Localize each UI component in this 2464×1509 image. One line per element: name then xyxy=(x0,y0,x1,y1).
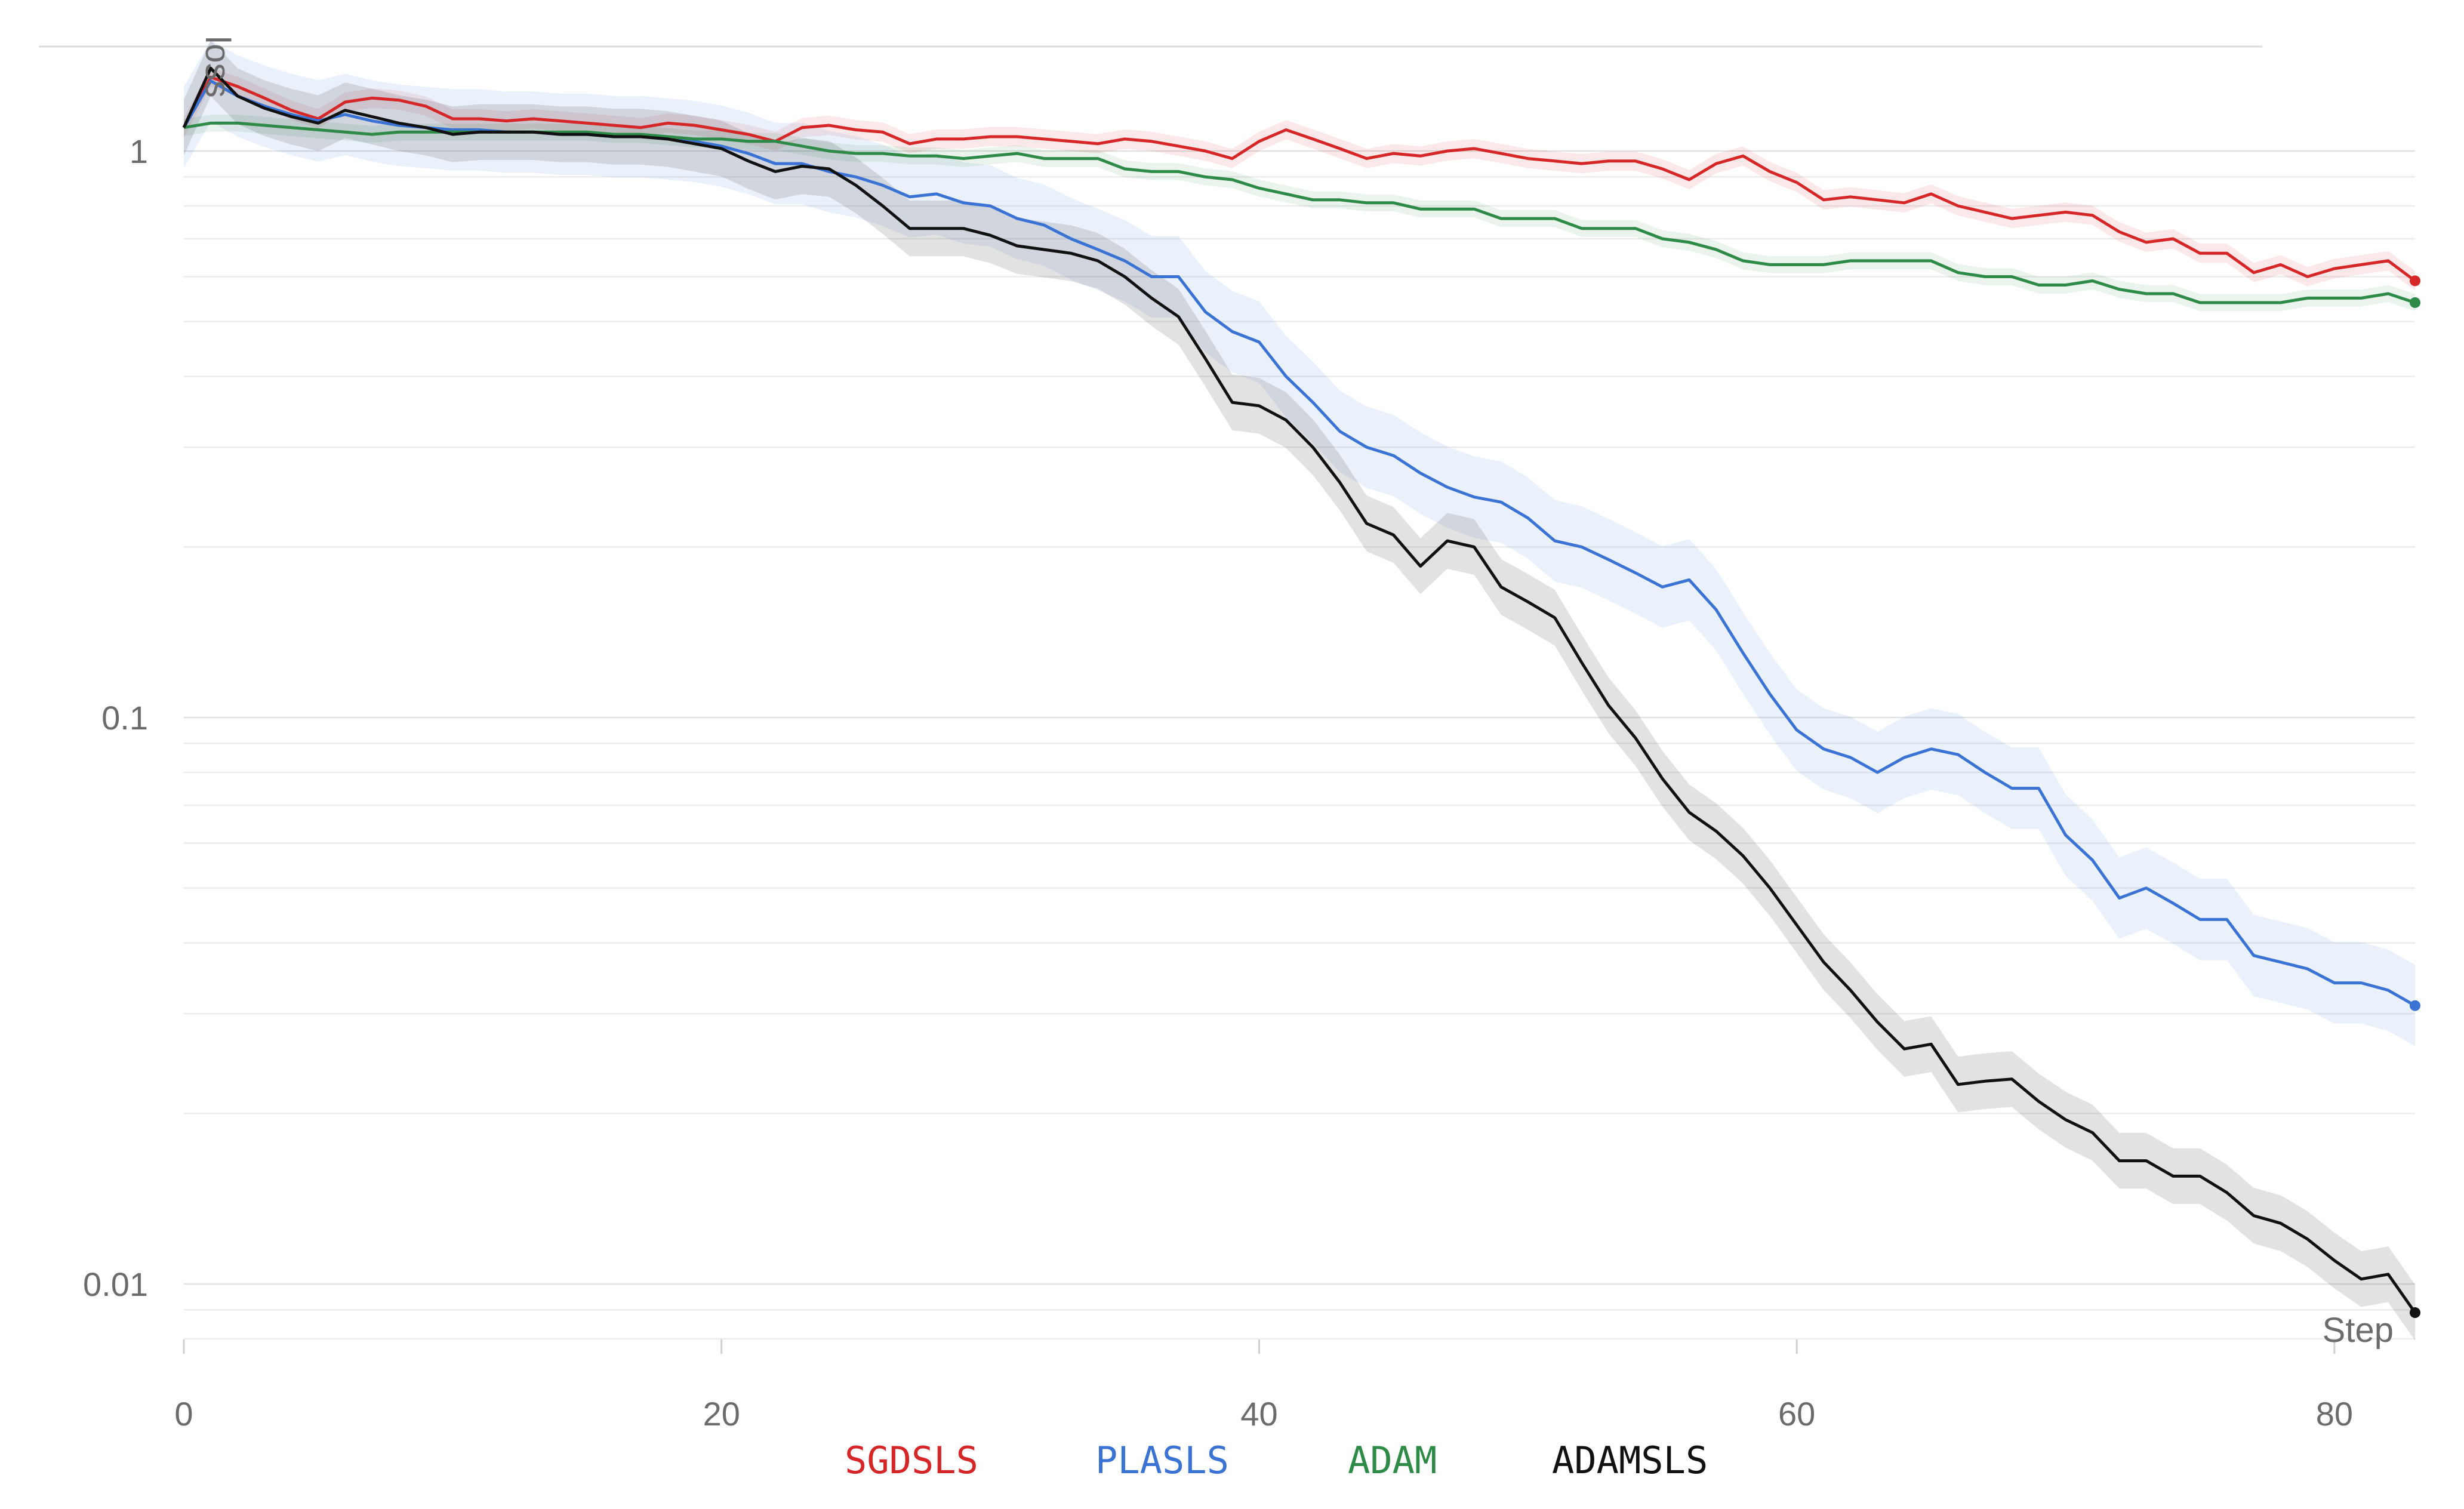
y-tick-label: 0.01 xyxy=(83,1265,148,1303)
grid xyxy=(184,150,2415,1340)
confidence-bands xyxy=(184,40,2415,1341)
sgdsls-endpoint xyxy=(2410,275,2420,287)
adamsls-endpoint xyxy=(2410,1307,2420,1319)
legend-item-plasls[interactable]: PLASLS xyxy=(1095,1439,1229,1482)
adam-endpoint xyxy=(2410,297,2420,308)
series-endpoints xyxy=(2410,275,2420,1319)
y-tick-label: 0.1 xyxy=(101,699,148,737)
legend-item-adam[interactable]: ADAM xyxy=(1348,1439,1437,1482)
series-lines xyxy=(182,66,2417,1314)
adamsls-band xyxy=(184,40,2415,1341)
adamsls-line xyxy=(182,66,2417,1314)
legend-item-sgdsls[interactable]: SGDSLS xyxy=(845,1439,978,1482)
x-tick-label: 20 xyxy=(703,1395,740,1433)
x-axis-ticks: 0 20 40 60 80 xyxy=(174,1339,2353,1433)
y-axis-label: loss xyxy=(198,36,237,97)
y-tick-label: 1 xyxy=(130,133,148,170)
x-axis-label: Step xyxy=(2323,1311,2394,1350)
legend: SGDSLS PLASLS ADAM ADAMSLS xyxy=(845,1439,1708,1482)
plasls-band xyxy=(184,40,2415,1046)
x-tick-label: 80 xyxy=(2316,1395,2353,1433)
plasls-endpoint xyxy=(2410,1000,2420,1011)
legend-item-adamsls[interactable]: ADAMSLS xyxy=(1552,1439,1708,1482)
x-tick-label: 60 xyxy=(1778,1395,1815,1433)
y-axis-ticks: 0.01 0.1 1 xyxy=(83,133,148,1303)
x-tick-label: 40 xyxy=(1240,1395,1277,1433)
x-tick-label: 0 xyxy=(174,1395,193,1433)
adam-line xyxy=(183,121,2416,304)
sgdsls-line xyxy=(182,75,2416,282)
